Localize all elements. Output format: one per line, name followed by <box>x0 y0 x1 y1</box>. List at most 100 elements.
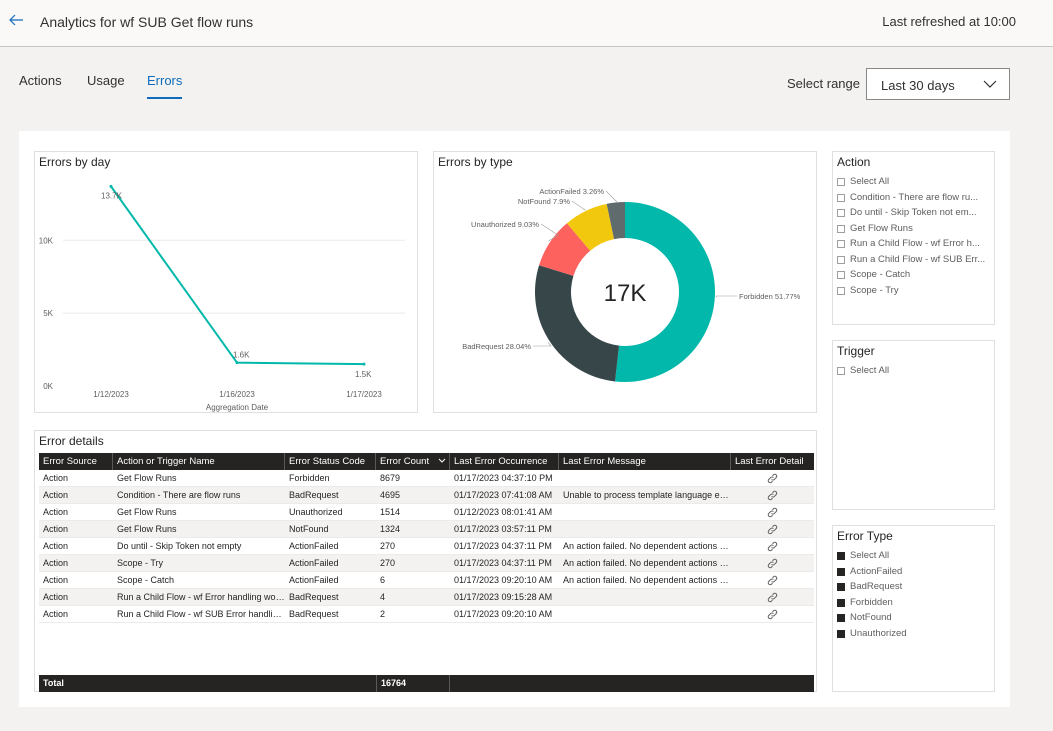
checkbox[interactable] <box>837 598 845 607</box>
errors-by-day-visual[interactable]: Errors by day 0K 5K 10K 13.7K 1/12/2023 1.6K 1… <box>34 151 418 413</box>
checkbox[interactable] <box>837 583 845 591</box>
checkbox[interactable] <box>837 286 845 295</box>
slicer-item[interactable]: Select All <box>837 364 989 378</box>
table-row[interactable]: Action Get Flow Runs NotFound 1324 01/17/202… <box>39 521 814 538</box>
pie-slice[interactable] <box>566 203 615 251</box>
checkbox[interactable] <box>837 255 845 264</box>
tab-actions[interactable]: Actions <box>19 73 62 88</box>
table-cell: 01/17/2023 09:20:10 AM <box>454 575 553 585</box>
tab-usage[interactable]: Usage <box>87 73 125 88</box>
pie-slice[interactable] <box>535 265 620 382</box>
table-cell <box>559 606 731 623</box>
data-label: 1.6K <box>233 351 250 360</box>
pie-slice[interactable] <box>615 202 715 382</box>
table-cell: Action <box>43 490 69 500</box>
checkbox[interactable] <box>837 614 845 622</box>
checkbox[interactable] <box>837 209 845 217</box>
data-point[interactable] <box>362 362 366 366</box>
table-cell: Action <box>43 592 69 602</box>
table-cell: BadRequest <box>289 592 339 602</box>
table-row[interactable]: Action Scope - Try ActionFailed 270 01/17/20… <box>39 555 814 572</box>
col-last-occurrence[interactable]: Last Error Occurrence <box>450 453 559 470</box>
checkbox[interactable] <box>837 193 845 202</box>
link-icon[interactable] <box>767 541 778 552</box>
table-cell: Action <box>43 524 69 534</box>
slicer-item[interactable]: Condition - There are flow ru... <box>837 191 989 205</box>
table-cell: 01/17/2023 04:37:11 PM <box>454 558 552 568</box>
back-button[interactable] <box>8 10 26 30</box>
slicer-item-label: Get Flow Runs <box>850 222 913 234</box>
table-row[interactable]: Action Scope - Catch ActionFailed 6 01/17/20… <box>39 572 814 589</box>
table-cell: Action <box>43 541 69 551</box>
checkbox[interactable] <box>837 629 845 638</box>
chevron-down-icon <box>438 458 446 463</box>
slicer-item[interactable]: Run a Child Flow - wf Error h... <box>837 237 989 251</box>
slicer-item[interactable]: BadRequest <box>837 580 989 594</box>
col-last-message[interactable]: Last Error Message <box>559 453 731 470</box>
slicer-item[interactable]: Unauthorized <box>837 627 989 641</box>
slicer-item[interactable]: Get Flow Runs <box>837 222 989 236</box>
link-icon[interactable] <box>767 592 778 603</box>
link-icon[interactable] <box>767 558 778 569</box>
range-dropdown[interactable]: Last 30 days <box>866 68 1010 100</box>
slicer-item[interactable]: ActionFailed <box>837 565 989 579</box>
tab-errors[interactable]: Errors <box>147 73 183 99</box>
donut-center-total: 17K <box>604 280 647 307</box>
slicer-item[interactable]: Forbidden <box>837 596 989 610</box>
link-icon[interactable] <box>767 524 778 535</box>
x-tick-label: 1/16/2023 <box>219 390 255 399</box>
link-icon[interactable] <box>767 609 778 620</box>
slicer-item[interactable]: Scope - Catch <box>837 268 989 282</box>
checkbox[interactable] <box>837 567 845 576</box>
error-details-visual[interactable]: Error details Error Source Action or Tri… <box>34 430 817 692</box>
table-row[interactable]: Action Get Flow Runs Unauthorized 1514 01/12… <box>39 504 814 521</box>
range-value: Last 30 days <box>881 78 955 93</box>
data-point[interactable] <box>109 184 113 188</box>
table-cell: Action <box>43 473 69 483</box>
col-error-source[interactable]: Error Source <box>39 453 113 470</box>
slicer-item[interactable]: Scope - Try <box>837 284 989 298</box>
slicer-item-label: Select All <box>850 550 890 561</box>
slicer-item-label: Select All <box>850 176 890 187</box>
slicer-item-label: Scope - Catch <box>850 269 911 280</box>
table-row[interactable]: Action Condition - There are flow runs Bad… <box>39 487 814 504</box>
slice-label: ActionFailed 3.26% <box>539 187 604 196</box>
table-row[interactable]: Action Run a Child Flow - wf SUB Error ha… <box>39 606 814 623</box>
slicer-item[interactable]: Do until - Skip Token not em... <box>837 206 989 220</box>
leader-line <box>533 342 552 347</box>
table-cell: Get Flow Runs <box>117 507 177 517</box>
col-action-name[interactable]: Action or Trigger Name <box>113 453 285 470</box>
total-count: 16764 <box>376 675 450 692</box>
link-icon[interactable] <box>767 490 778 501</box>
data-point[interactable] <box>235 361 239 365</box>
checkbox[interactable] <box>837 240 845 248</box>
pie-slice[interactable] <box>606 202 625 240</box>
table-row[interactable]: Action Run a Child Flow - wf Error handli… <box>39 589 814 606</box>
checkbox[interactable] <box>837 178 845 186</box>
link-icon[interactable] <box>767 575 778 586</box>
errors-by-type-visual[interactable]: Errors by type Forbidden 51.77% BadReques… <box>433 151 817 413</box>
page-title: Analytics for wf SUB Get flow runs <box>40 14 254 30</box>
checkbox[interactable] <box>837 552 845 560</box>
table-cell: An action failed. No dependent actions s… <box>563 541 731 551</box>
checkbox[interactable] <box>837 367 845 375</box>
table-row[interactable]: Action Get Flow Runs Forbidden 8679 01/17/20… <box>39 470 814 487</box>
link-icon[interactable] <box>767 473 778 484</box>
pie-slice[interactable] <box>539 223 591 276</box>
y-tick-label: 5K <box>43 309 53 318</box>
col-last-detail[interactable]: Last Error Detail <box>735 456 804 467</box>
slicer-item[interactable]: Run a Child Flow - wf SUB Err... <box>837 253 989 267</box>
col-status-code[interactable]: Error Status Code <box>285 453 376 470</box>
slicer-item[interactable]: Select All <box>837 549 989 563</box>
slicer-item[interactable]: Select All <box>837 175 989 189</box>
link-icon[interactable] <box>767 507 778 518</box>
checkbox[interactable] <box>837 271 845 279</box>
table-cell: Scope - Catch <box>117 575 175 585</box>
slicer-item[interactable]: NotFound <box>837 611 989 625</box>
col-error-count[interactable]: Error Count <box>376 453 450 470</box>
table-cell: Unauthorized <box>289 507 343 517</box>
table-row[interactable]: Action Do until - Skip Token not empty Act… <box>39 538 814 555</box>
table-cell: 01/17/2023 09:15:28 AM <box>454 592 553 602</box>
checkbox[interactable] <box>837 224 845 233</box>
leader-line <box>540 223 559 242</box>
